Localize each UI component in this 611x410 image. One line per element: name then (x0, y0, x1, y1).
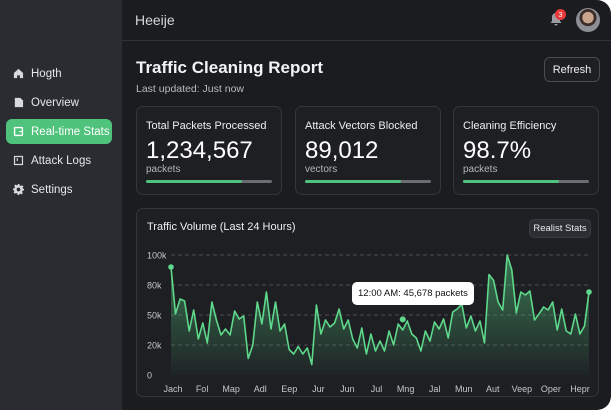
x-tick-label: Jur (312, 384, 325, 394)
data-point-start (168, 264, 174, 270)
x-tick-label: Hepr (570, 384, 590, 394)
card-value: 98.7% (463, 137, 532, 164)
card-value: 89,012 (305, 137, 379, 164)
sidebar-item-attack-logs[interactable]: Attack Logs (6, 148, 112, 173)
sidebar-item-label: Attack Logs (31, 154, 92, 167)
stats-icon (13, 126, 24, 137)
progress-fill (146, 180, 242, 183)
stat-card-total-packets: Total Packets Processed 1,234,567 packet… (136, 106, 282, 195)
avatar[interactable] (576, 8, 600, 32)
y-tick-label: 100k (147, 251, 167, 261)
card-unit: packets (146, 164, 181, 175)
progress-bar (146, 180, 272, 183)
x-tick-label: Veep (512, 384, 533, 394)
sidebar-item-settings[interactable]: Settings (6, 177, 112, 202)
last-updated: Last updated: Just now (136, 83, 244, 95)
y-tick-label: 80k (147, 281, 162, 291)
progress-fill (305, 180, 401, 183)
traffic-chart-card: Traffic Volume (Last 24 Hours) Realist S… (136, 208, 599, 397)
sidebar-item-label: Hogth (31, 67, 62, 80)
card-value: 1,234,567 (146, 137, 253, 164)
x-tick-label: Eep (281, 384, 297, 394)
card-label: Attack Vectors Blocked (305, 120, 418, 132)
notification-badge: 3 (555, 9, 566, 20)
sidebar-item-label: Real-time Stats (31, 125, 110, 138)
progress-bar (305, 180, 431, 183)
sidebar-item-overview[interactable]: Overview (6, 90, 112, 115)
x-tick-label: Aut (486, 384, 500, 394)
card-unit: vectors (305, 164, 338, 175)
x-tick-label: Jach (163, 384, 182, 394)
sidebar-item-label: Settings (31, 183, 73, 196)
stat-card-attack-vectors: Attack Vectors Blocked 89,012 vectors (295, 106, 441, 195)
top-bar: Heeije 3 (122, 0, 611, 41)
card-unit: packets (463, 164, 498, 175)
progress-fill (463, 180, 559, 183)
chart-tooltip: 12:00 AM: 45,678 packets (352, 282, 474, 305)
sidebar: Hogth Overview Real-time Stats Attack Lo… (0, 0, 122, 410)
x-tick-label: Adl (254, 384, 267, 394)
chart-title: Traffic Volume (Last 24 Hours) (147, 221, 296, 233)
brand-name: Heeije (135, 12, 175, 28)
refresh-button[interactable]: Refresh (544, 57, 600, 82)
sidebar-item-hogth[interactable]: Hogth (6, 61, 112, 86)
sidebar-item-label: Overview (31, 96, 79, 109)
realist-stats-button[interactable]: Realist Stats (529, 219, 591, 238)
card-label: Cleaning Efficiency (463, 120, 557, 132)
gear-icon (13, 184, 24, 195)
area-fill (171, 255, 589, 375)
data-point-end (586, 289, 592, 295)
sidebar-item-real-time-stats[interactable]: Real-time Stats (6, 119, 112, 144)
x-tick-label: Mun (455, 384, 473, 394)
traffic-chart: 0 20k 50k 80k 100k Jach Fol Map Adl Eep Jur Jun Jul M… (147, 251, 592, 394)
document-icon (14, 97, 24, 108)
x-tick-label: Map (222, 384, 240, 394)
x-tick-label: Mng (397, 384, 415, 394)
x-tick-label: Fol (196, 384, 209, 394)
x-tick-label: Oper (541, 384, 561, 394)
y-tick-label: 50k (147, 311, 162, 321)
y-tick-label: 0 (147, 371, 152, 381)
page-title: Traffic Cleaning Report (136, 58, 324, 77)
card-label: Total Packets Processed (146, 120, 267, 132)
home-icon (13, 68, 24, 79)
highlight-point (399, 316, 406, 323)
stat-card-cleaning-efficiency: Cleaning Efficiency 98.7% packets (453, 106, 599, 195)
x-tick-label: Jul (371, 384, 383, 394)
x-tick-label: Jal (429, 384, 441, 394)
y-tick-label: 20k (147, 341, 162, 351)
log-icon (13, 155, 24, 166)
x-tick-label: Jun (340, 384, 355, 394)
series-line (170, 254, 590, 366)
progress-bar (463, 180, 589, 183)
